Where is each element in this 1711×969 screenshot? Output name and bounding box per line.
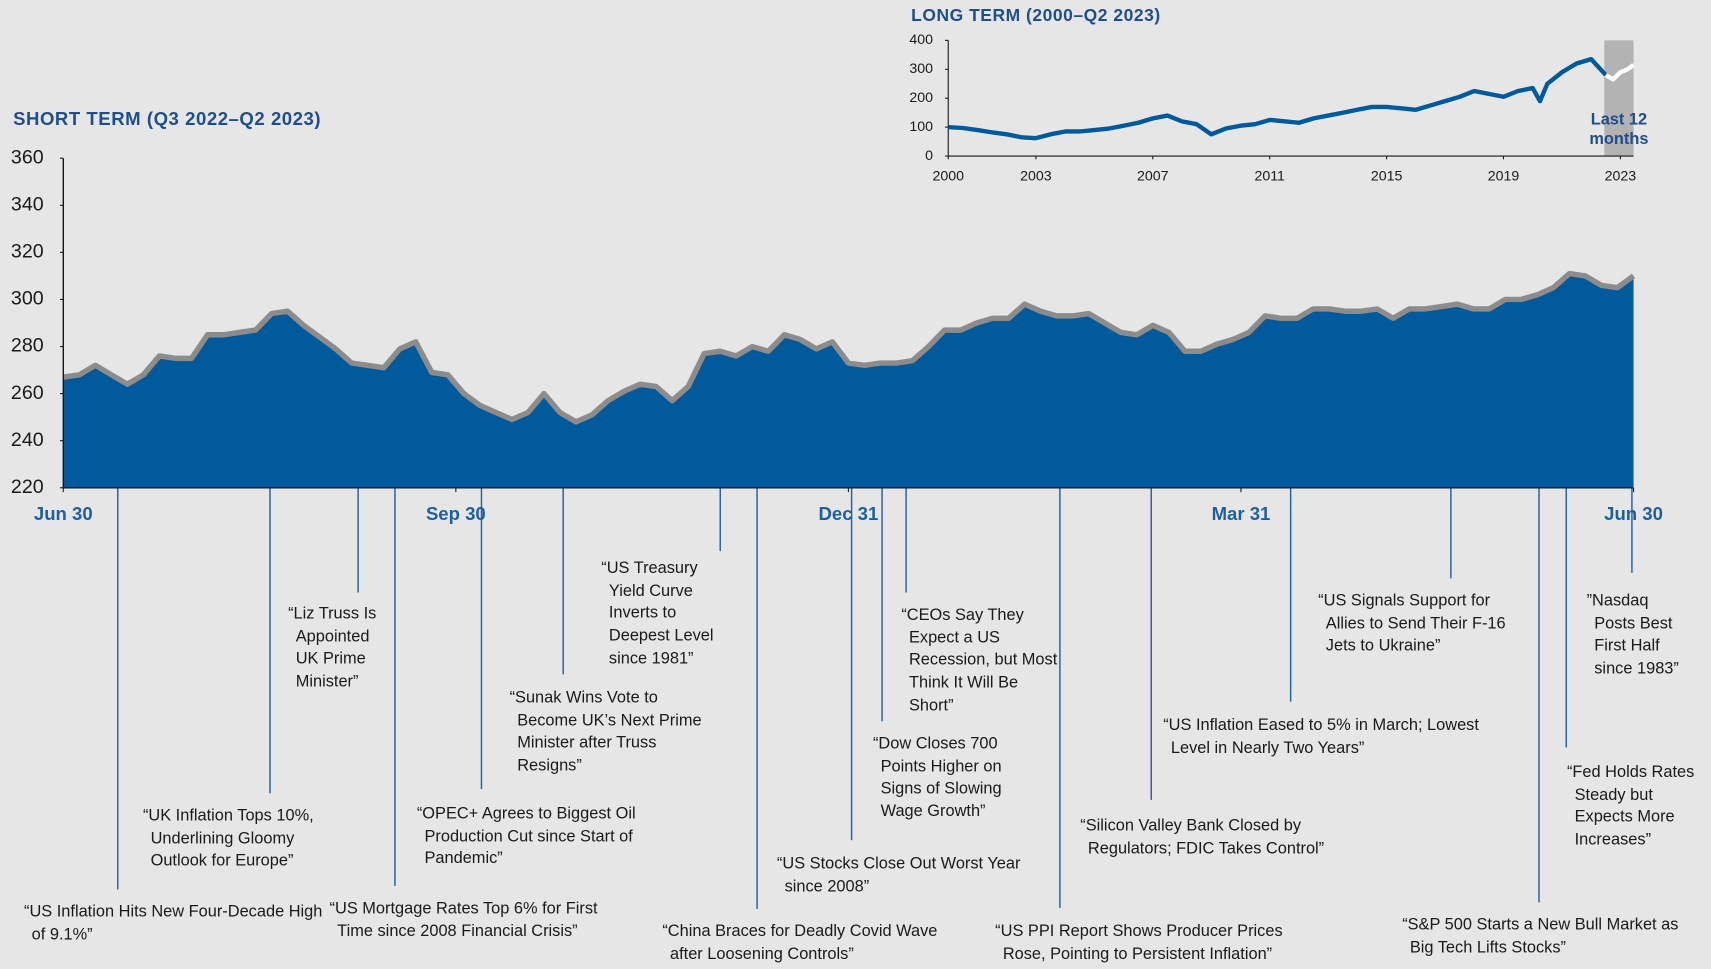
x-tick-label: 2003 [1020,169,1052,185]
y-tick-label: 100 [909,119,933,135]
annotation-text: “OPEC+ Agrees to Biggest Oil Production … [416,804,636,868]
annotation-text: “Silicon Valley Bank Closed by Regulator… [1080,816,1325,858]
y-tick-label: 220 [11,476,44,498]
annotation-text: “Dow Closes 700 Points Higher on Signs o… [872,734,1002,821]
annotation-text: “UK Inflation Tops 10%, Underlining Gloo… [142,806,314,871]
annotation-text: “US Stocks Close Out Worst Year since 20… [776,854,1021,896]
y-tick-label: 0 [925,148,933,164]
annotation-text: “Fed Holds Rates Steady but Expects More… [1566,762,1695,850]
highlight-band [1604,40,1634,157]
x-tick-label: Jun 30 [34,503,93,524]
x-tick-label: 2007 [1137,169,1169,185]
y-tick-label: 400 [909,32,933,48]
x-tick-label: Sep 30 [426,503,486,524]
annotation-text: “China Braces for Deadly Covid Wave afte… [662,922,938,964]
annotation-text: “US Signals Support for Allies to Send T… [1318,591,1506,656]
x-tick-label: Dec 31 [819,503,879,524]
annotation-text: “Liz Truss Is Appointed UK Prime Ministe… [288,604,377,691]
annotation-text: ”Nasdaq Posts Best First Half since 1983… [1586,591,1679,678]
x-tick-label: 2000 [932,169,964,185]
y-tick-label: 320 [11,241,44,263]
line [948,56,1608,141]
annotation-text: “US Inflation Hits New Four-Decade High … [24,902,323,944]
annotation-text: “US Inflation Eased to 5% in March; Lowe… [1163,715,1479,757]
annotation-text: “CEOs Say They Expect a US Recession, bu… [901,605,1058,715]
annotation-text: “US Mortgage Rates Top 6% for First Time… [329,899,598,941]
y-tick-label: 260 [11,382,44,404]
x-tick-label: 2011 [1254,169,1285,185]
y-tick-label: 300 [909,61,933,77]
line [1604,63,1635,82]
annotation-text: “US PPI Report Shows Producer Prices Ros… [995,922,1283,964]
x-tick-label: 2019 [1488,169,1520,185]
y-tick-label: 340 [11,193,44,215]
highlight-label: Last 12 months [1589,110,1649,149]
y-tick-label: 200 [909,90,933,106]
area [63,273,1634,488]
short-term-title: SHORT TERM (Q3 2022–Q2 2023) [13,108,321,129]
annotation-text: “S&P 500 Starts a New Bull Market as Big… [1402,915,1679,957]
long-term-title: LONG TERM (2000–Q2 2023) [911,5,1161,25]
y-tick-label: 360 [11,146,44,168]
annotation-text: “Sunak Wins Vote to Become UK’s Next Pri… [509,688,702,775]
y-tick-label: 300 [11,288,44,310]
y-tick-label: 240 [11,429,44,451]
x-tick-label: 2023 [1605,169,1637,185]
annotation-text: “US Treasury Yield Curve Inverts to Deep… [601,558,714,668]
y-tick-label: 280 [11,335,44,357]
x-tick-label: 2015 [1371,169,1403,185]
area-outline [62,270,1636,425]
x-tick-label: Mar 31 [1212,503,1271,524]
x-tick-label: Jun 30 [1604,503,1663,524]
